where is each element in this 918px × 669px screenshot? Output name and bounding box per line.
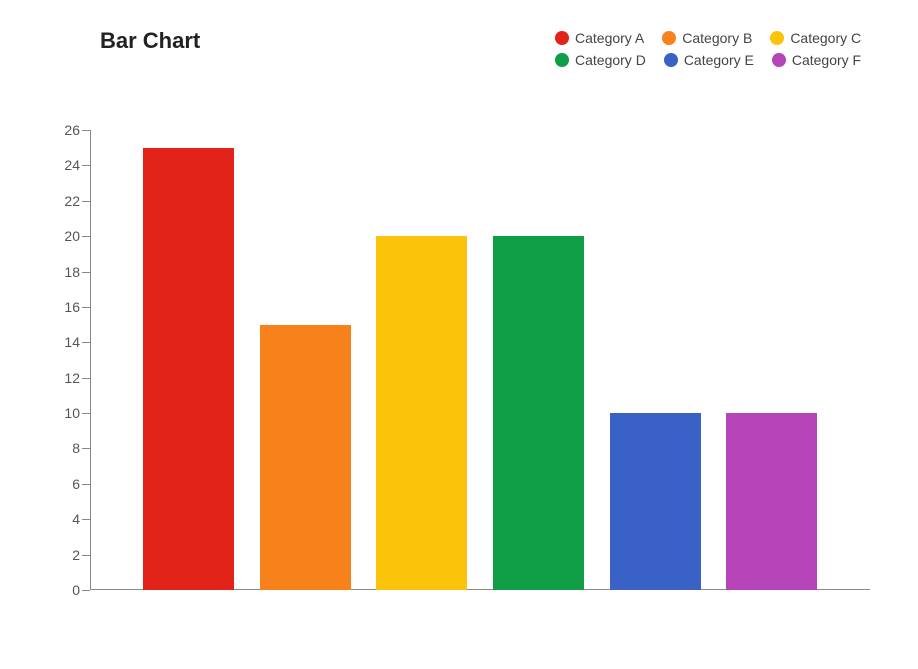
legend-item-c: Category C [770,30,861,46]
y-tick [82,448,90,449]
y-tick [82,165,90,166]
legend-label-d: Category D [575,52,646,68]
y-tick-label: 16 [40,299,80,315]
legend-swatch-e [664,53,678,67]
chart-title: Bar Chart [100,28,200,54]
y-tick-label: 4 [40,511,80,527]
y-tick-label: 8 [40,440,80,456]
legend-row-2: Category D Category E Category F [555,52,885,68]
y-tick-label: 26 [40,122,80,138]
bar [726,413,817,590]
legend-label-f: Category F [792,52,861,68]
legend-item-f: Category F [772,52,861,68]
y-tick [82,236,90,237]
legend-label-c: Category C [790,30,861,46]
bar [260,325,351,590]
y-tick [82,307,90,308]
bar [376,236,467,590]
legend-swatch-b [662,31,676,45]
y-tick [82,555,90,556]
bar [610,413,701,590]
legend-swatch-a [555,31,569,45]
legend-swatch-d [555,53,569,67]
y-tick-label: 24 [40,157,80,173]
plot-area: 02468101214161820222426 [90,130,870,590]
y-tick [82,519,90,520]
y-tick [82,201,90,202]
y-tick-label: 10 [40,405,80,421]
bar [143,148,234,590]
legend-label-a: Category A [575,30,644,46]
legend-label-b: Category B [682,30,752,46]
bar [493,236,584,590]
y-tick-label: 0 [40,582,80,598]
chart-legend: Category A Category B Category C Categor… [555,30,885,74]
y-tick-label: 20 [40,228,80,244]
y-tick [82,378,90,379]
y-tick [82,130,90,131]
legend-item-e: Category E [664,52,754,68]
legend-item-b: Category B [662,30,752,46]
legend-item-a: Category A [555,30,644,46]
y-tick [82,342,90,343]
y-tick [82,484,90,485]
y-tick [82,590,90,591]
y-tick-label: 22 [40,193,80,209]
legend-swatch-f [772,53,786,67]
y-tick-label: 2 [40,547,80,563]
legend-row-1: Category A Category B Category C [555,30,885,46]
y-tick-label: 12 [40,370,80,386]
y-axis [90,130,91,590]
bar-chart-container: Bar Chart Category A Category B Category… [0,0,918,669]
y-tick [82,272,90,273]
y-tick [82,413,90,414]
y-tick-label: 18 [40,264,80,280]
legend-swatch-c [770,31,784,45]
y-tick-label: 6 [40,476,80,492]
y-tick-label: 14 [40,334,80,350]
legend-label-e: Category E [684,52,754,68]
legend-item-d: Category D [555,52,646,68]
